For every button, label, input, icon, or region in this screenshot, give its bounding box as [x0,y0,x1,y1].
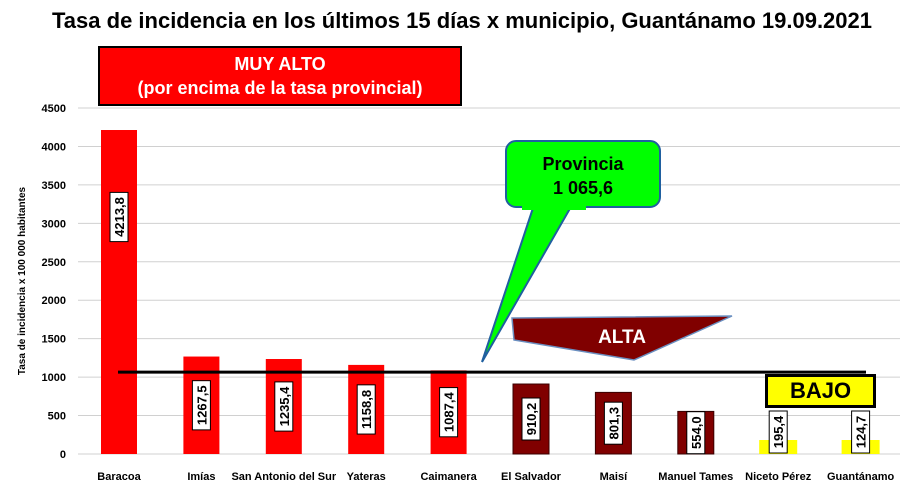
y-axis-label: Tasa de incidencia x 100 000 habitantes [17,186,28,375]
labels: 4213,8 Baracoa 1267,5 Imías 1235,4 San Antoni… [97,191,895,483]
data-label: 1267,5 [194,385,209,425]
muy-alto-title: MUY ALTO [234,54,326,74]
data-label-box [356,384,376,435]
data-label-group: 554,0 [686,411,706,455]
chart-title: Tasa de incidencia en los últimos 15 día… [52,8,872,33]
bars [101,130,880,455]
data-label-box [191,380,211,431]
axes: 0 500 1000 1500 2000 2500 3000 3500 4000 4500 Tasa… [17,103,66,461]
y-tick-label: 3500 [42,180,66,192]
data-label: 554,0 [689,416,704,449]
data-label: 801,3 [606,407,621,440]
y-tick-label: 2500 [42,257,66,269]
data-label-group: 195,4 [768,410,788,454]
data-label-group: 801,3 [603,401,623,445]
bajo-box: BAJO [765,374,876,408]
data-label-box [274,381,294,432]
data-label-box [851,410,871,454]
x-tick-label: Manuel Tames [658,471,733,483]
provincia-callout-joint [522,200,586,210]
data-label-group: 1267,5 [191,380,211,431]
data-label: 4213,8 [112,197,127,237]
data-label: 124,7 [854,416,869,449]
x-tick-label: Maisí [600,471,628,483]
x-tick-label: Guantánamo [827,471,895,483]
callouts: Provincia 1 065,6 ALTA [481,140,733,363]
data-label-box [521,397,541,441]
data-label: 1235,4 [277,386,292,427]
x-tick-label: San Antonio del Sur [231,471,336,483]
alta-banner [511,315,733,361]
x-tick-label: Caimanera [420,471,477,483]
bar [101,130,137,454]
y-tick-label: 2000 [42,295,66,307]
data-label-box [439,387,459,438]
muy-alto-box: MUY ALTO (por encima de la tasa provinci… [98,46,462,106]
y-tick-label: 0 [60,449,66,461]
data-label-group: 1158,8 [356,384,376,435]
data-label: 195,4 [771,415,786,448]
data-label-group: 4213,8 [109,191,129,243]
x-tick-label: Imías [187,471,215,483]
y-tick-label: 1500 [42,334,66,346]
data-label-box [768,410,788,454]
x-tick-label: Niceto Pérez [745,471,812,483]
y-tick-label: 1000 [42,372,66,384]
muy-alto-subtitle: (por encima de la tasa provincial) [137,78,423,98]
data-label-box [109,191,129,243]
x-tick-label: Baracoa [97,471,141,483]
data-label-group: 124,7 [851,410,871,454]
data-label: 1158,8 [359,390,374,429]
x-tick-label: El Salvador [501,471,562,483]
y-tick-label: 3000 [42,218,66,230]
y-tick-label: 500 [48,411,66,423]
provincia-label: Provincia [542,154,624,174]
data-label: 910,2 [524,403,539,436]
data-label-box [686,411,706,455]
data-label: 1087,4 [442,392,457,433]
x-tick-label: Yateras [347,471,386,483]
data-label-group: 1235,4 [274,381,294,432]
y-tick-label: 4000 [42,141,66,153]
y-tick-label: 4500 [42,103,66,115]
data-label-box [603,401,623,445]
data-label-group: 910,2 [521,397,541,441]
provincia-value: 1 065,6 [553,178,613,198]
data-label-group: 1087,4 [439,387,459,438]
alta-label: ALTA [598,327,646,348]
